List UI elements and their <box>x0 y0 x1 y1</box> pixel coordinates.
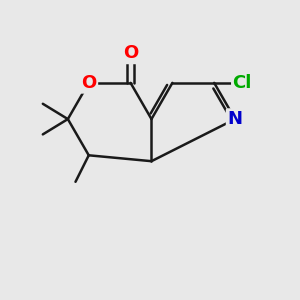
Text: O: O <box>123 44 138 62</box>
Text: N: N <box>228 110 243 128</box>
Text: O: O <box>81 74 96 92</box>
Text: Cl: Cl <box>232 74 252 92</box>
